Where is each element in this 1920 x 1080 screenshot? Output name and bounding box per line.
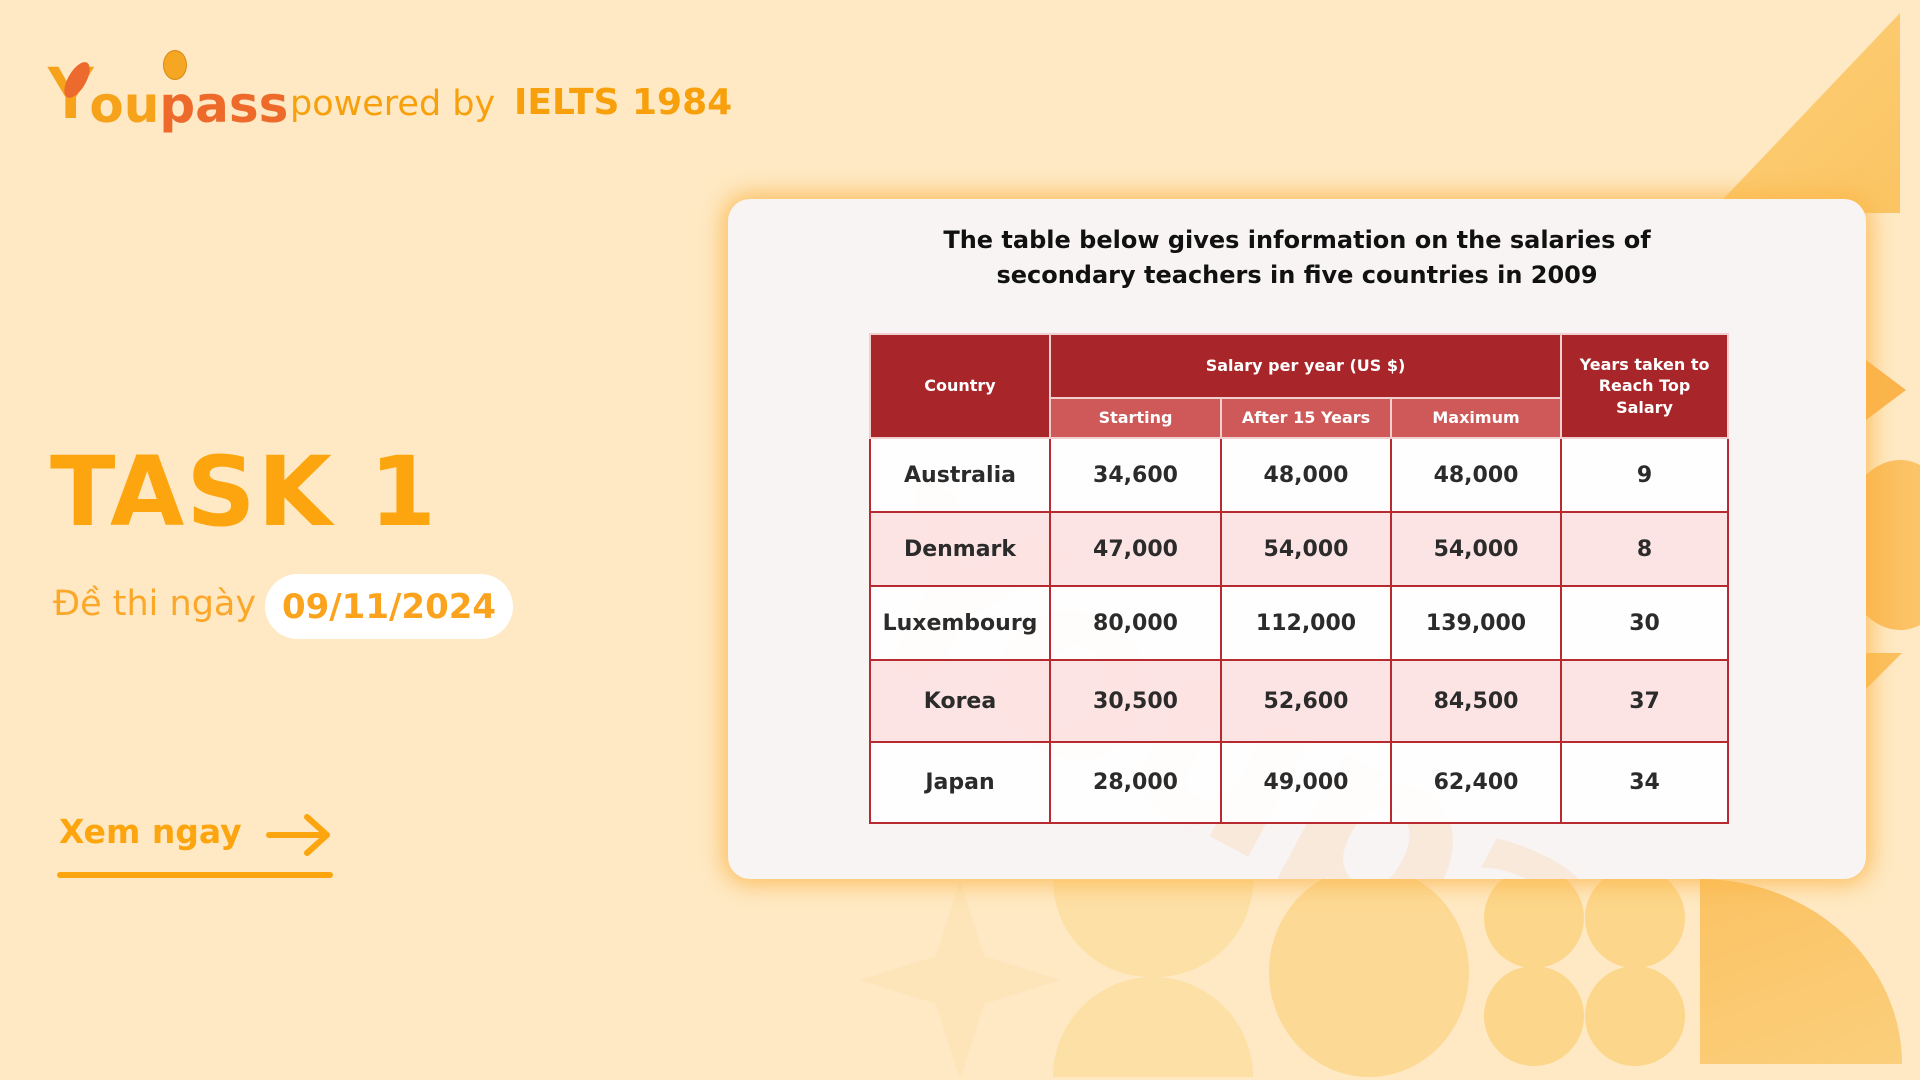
decorative-quarter-circle (1700, 879, 1902, 1064)
table-row: Luxembourg 80,000 112,000 139,000 30 (869, 585, 1730, 661)
cell-years: 30 (1560, 585, 1730, 661)
decorative-circle-small (1484, 966, 1584, 1066)
table-row: Japan 28,000 49,000 62,400 34 (869, 741, 1730, 824)
logo-pass-letters: pass (159, 76, 289, 134)
view-now-label: Xem ngay (59, 812, 242, 851)
header-years-line-3: Salary (1616, 397, 1673, 417)
table-row: Denmark 47,000 54,000 54,000 8 (869, 511, 1730, 587)
powered-by-text: powered by (290, 84, 496, 124)
cell-starting: 34,600 (1049, 437, 1222, 513)
decorative-star (860, 880, 1060, 1080)
decorative-arch-top (1053, 880, 1253, 977)
decorative-circle-small (1484, 868, 1584, 968)
header-years-line-1: Years taken to (1579, 354, 1710, 374)
header-years-to-top: Years taken to Reach Top Salary (1560, 333, 1730, 439)
cell-country: Korea (869, 659, 1051, 743)
exam-date-value: 09/11/2024 (281, 586, 497, 627)
decorative-circle-small (1585, 868, 1685, 968)
cell-after-15: 49,000 (1220, 741, 1392, 824)
partner-name: IELTS 1984 (514, 82, 733, 123)
cell-years: 34 (1560, 741, 1730, 824)
view-now-link[interactable]: Xem ngay (57, 808, 333, 880)
decorative-star-point (1866, 360, 1906, 420)
logo-y-glyph: Y (46, 56, 95, 130)
logo-pass-text: pass (159, 50, 288, 130)
cta-underline (57, 872, 333, 878)
arrow-right-icon (266, 814, 330, 856)
cell-starting: 47,000 (1049, 511, 1222, 587)
cell-after-15: 54,000 (1220, 511, 1392, 587)
salary-table: Country Salary per year (US $) Years tak… (869, 333, 1730, 824)
decorative-circle-small (1585, 966, 1685, 1066)
exam-date-badge: 09/11/2024 (265, 574, 513, 639)
header-country: Country (869, 333, 1051, 439)
youpass-logo: Y ou pass (46, 50, 288, 134)
cell-maximum: 48,000 (1389, 437, 1563, 513)
task-card: Youpass The table below gives informatio… (728, 199, 1866, 879)
cell-maximum: 62,400 (1389, 741, 1563, 824)
task-title: TASK 1 (50, 436, 439, 548)
cell-country: Luxembourg (869, 585, 1051, 661)
decorative-circle (1269, 867, 1469, 1077)
cell-maximum: 84,500 (1389, 659, 1563, 743)
header-years-line-2: Reach Top (1598, 376, 1691, 396)
cell-years: 9 (1560, 437, 1730, 513)
cell-starting: 80,000 (1049, 585, 1222, 661)
header-maximum: Maximum (1389, 397, 1563, 439)
logo-ou-text: ou (89, 76, 160, 134)
decorative-small-triangle (1866, 653, 1902, 689)
exam-date-label: Đề thi ngày (53, 584, 257, 624)
cell-years: 37 (1560, 659, 1730, 743)
caption-line-2: secondary teachers in five countries in … (996, 261, 1598, 289)
header-salary-group: Salary per year (US $) (1048, 333, 1563, 399)
table-row: Korea 30,500 52,600 84,500 37 (869, 659, 1730, 743)
cell-years: 8 (1560, 511, 1730, 587)
caption-line-1: The table below gives information on the… (943, 226, 1651, 254)
header-after-15-years: After 15 Years (1220, 397, 1392, 439)
cell-country: Denmark (869, 511, 1051, 587)
cell-starting: 30,500 (1049, 659, 1222, 743)
table-caption: The table below gives information on the… (728, 223, 1866, 293)
cell-starting: 28,000 (1049, 741, 1222, 824)
cell-country: Australia (869, 437, 1051, 513)
decorative-arch-bottom (1053, 977, 1253, 1077)
table-row: Australia 34,600 48,000 48,000 9 (869, 437, 1730, 513)
header-starting: Starting (1049, 397, 1222, 439)
cell-after-15: 52,600 (1220, 659, 1392, 743)
decorative-triangle (1710, 13, 1900, 213)
cell-country: Japan (869, 741, 1051, 824)
cell-maximum: 139,000 (1389, 585, 1563, 661)
cell-after-15: 112,000 (1220, 585, 1392, 661)
cell-maximum: 54,000 (1389, 511, 1563, 587)
cell-after-15: 48,000 (1220, 437, 1392, 513)
mascot-icon (163, 50, 188, 80)
